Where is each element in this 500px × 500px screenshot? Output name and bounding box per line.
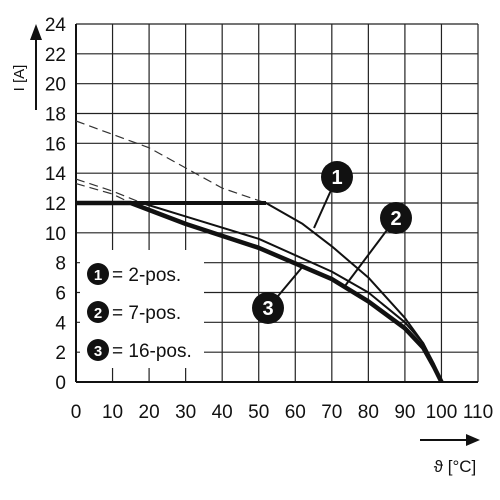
legend-marker-number: 2: [94, 305, 102, 322]
x-tick-label: 40: [212, 402, 233, 423]
dashed-extension-1: [75, 120, 267, 204]
y-axis-arrow-head: [30, 24, 42, 40]
x-tick-label: 70: [321, 402, 342, 423]
derating-curves: [76, 200, 444, 384]
y-axis-label: I [A]: [11, 65, 28, 92]
callout-number: 3: [262, 298, 273, 320]
callouts: 1 2 3: [252, 161, 412, 324]
x-tick-label: 30: [175, 402, 196, 423]
legend-marker-3: [87, 339, 109, 361]
x-tick-label: 90: [394, 402, 415, 423]
y-tick-label: 18: [45, 105, 66, 126]
y-tick-label: 2: [55, 343, 66, 364]
callout-number: 2: [390, 208, 401, 230]
x-tick-label: 0: [71, 402, 82, 423]
x-tick-label: 110: [463, 402, 493, 423]
dashed-extension-2: [75, 178, 143, 204]
x-tick-label: 20: [139, 402, 160, 423]
y-tick-label: 24: [45, 15, 67, 36]
series-line-3: [76, 200, 444, 384]
y-tick-label: 12: [45, 194, 66, 215]
legend-marker-1: [87, 263, 109, 285]
callout-number: 1: [331, 167, 342, 189]
y-tick-label: 4: [55, 313, 66, 334]
x-axis-arrow-head: [466, 434, 480, 446]
callout-marker-1: [321, 161, 353, 193]
legend: 1 = 2-pos. 2 = 7-pos. 3 = 16-pos.: [80, 250, 204, 368]
legend-marker-number: 1: [94, 267, 102, 284]
y-tick-label: 14: [45, 164, 67, 185]
y-tick-label: 0: [55, 373, 66, 394]
grid: [75, 23, 479, 383]
x-tick-label: 100: [426, 402, 458, 423]
tick-labels: 0 10 20 30 40 50 60 70 80 90 100 110024681012141618…: [45, 15, 493, 423]
x-tick-label: 60: [285, 402, 306, 423]
x-tick-label: 50: [248, 402, 269, 423]
legend-label: = 7-pos.: [112, 303, 181, 324]
dashed-extension-3: [75, 183, 132, 204]
callout-marker-2: [380, 202, 412, 234]
x-tick-label: 10: [102, 402, 123, 423]
legend-label: = 2-pos.: [112, 265, 181, 286]
callout-marker-3: [252, 292, 284, 324]
legend-marker-2: [87, 301, 109, 323]
dashed-extensions: [75, 120, 267, 204]
y-tick-label: 20: [45, 75, 66, 96]
y-tick-label: 8: [55, 254, 66, 275]
x-axis-label: ϑ [°C]: [434, 457, 477, 476]
y-tick-label: 6: [55, 284, 66, 305]
legend-label: = 16-pos.: [112, 341, 192, 362]
x-tick-label: 80: [358, 402, 379, 423]
y-tick-label: 16: [45, 134, 66, 155]
legend-marker-number: 3: [94, 343, 102, 360]
y-tick-label: 22: [45, 45, 66, 66]
y-tick-label: 10: [45, 224, 66, 245]
